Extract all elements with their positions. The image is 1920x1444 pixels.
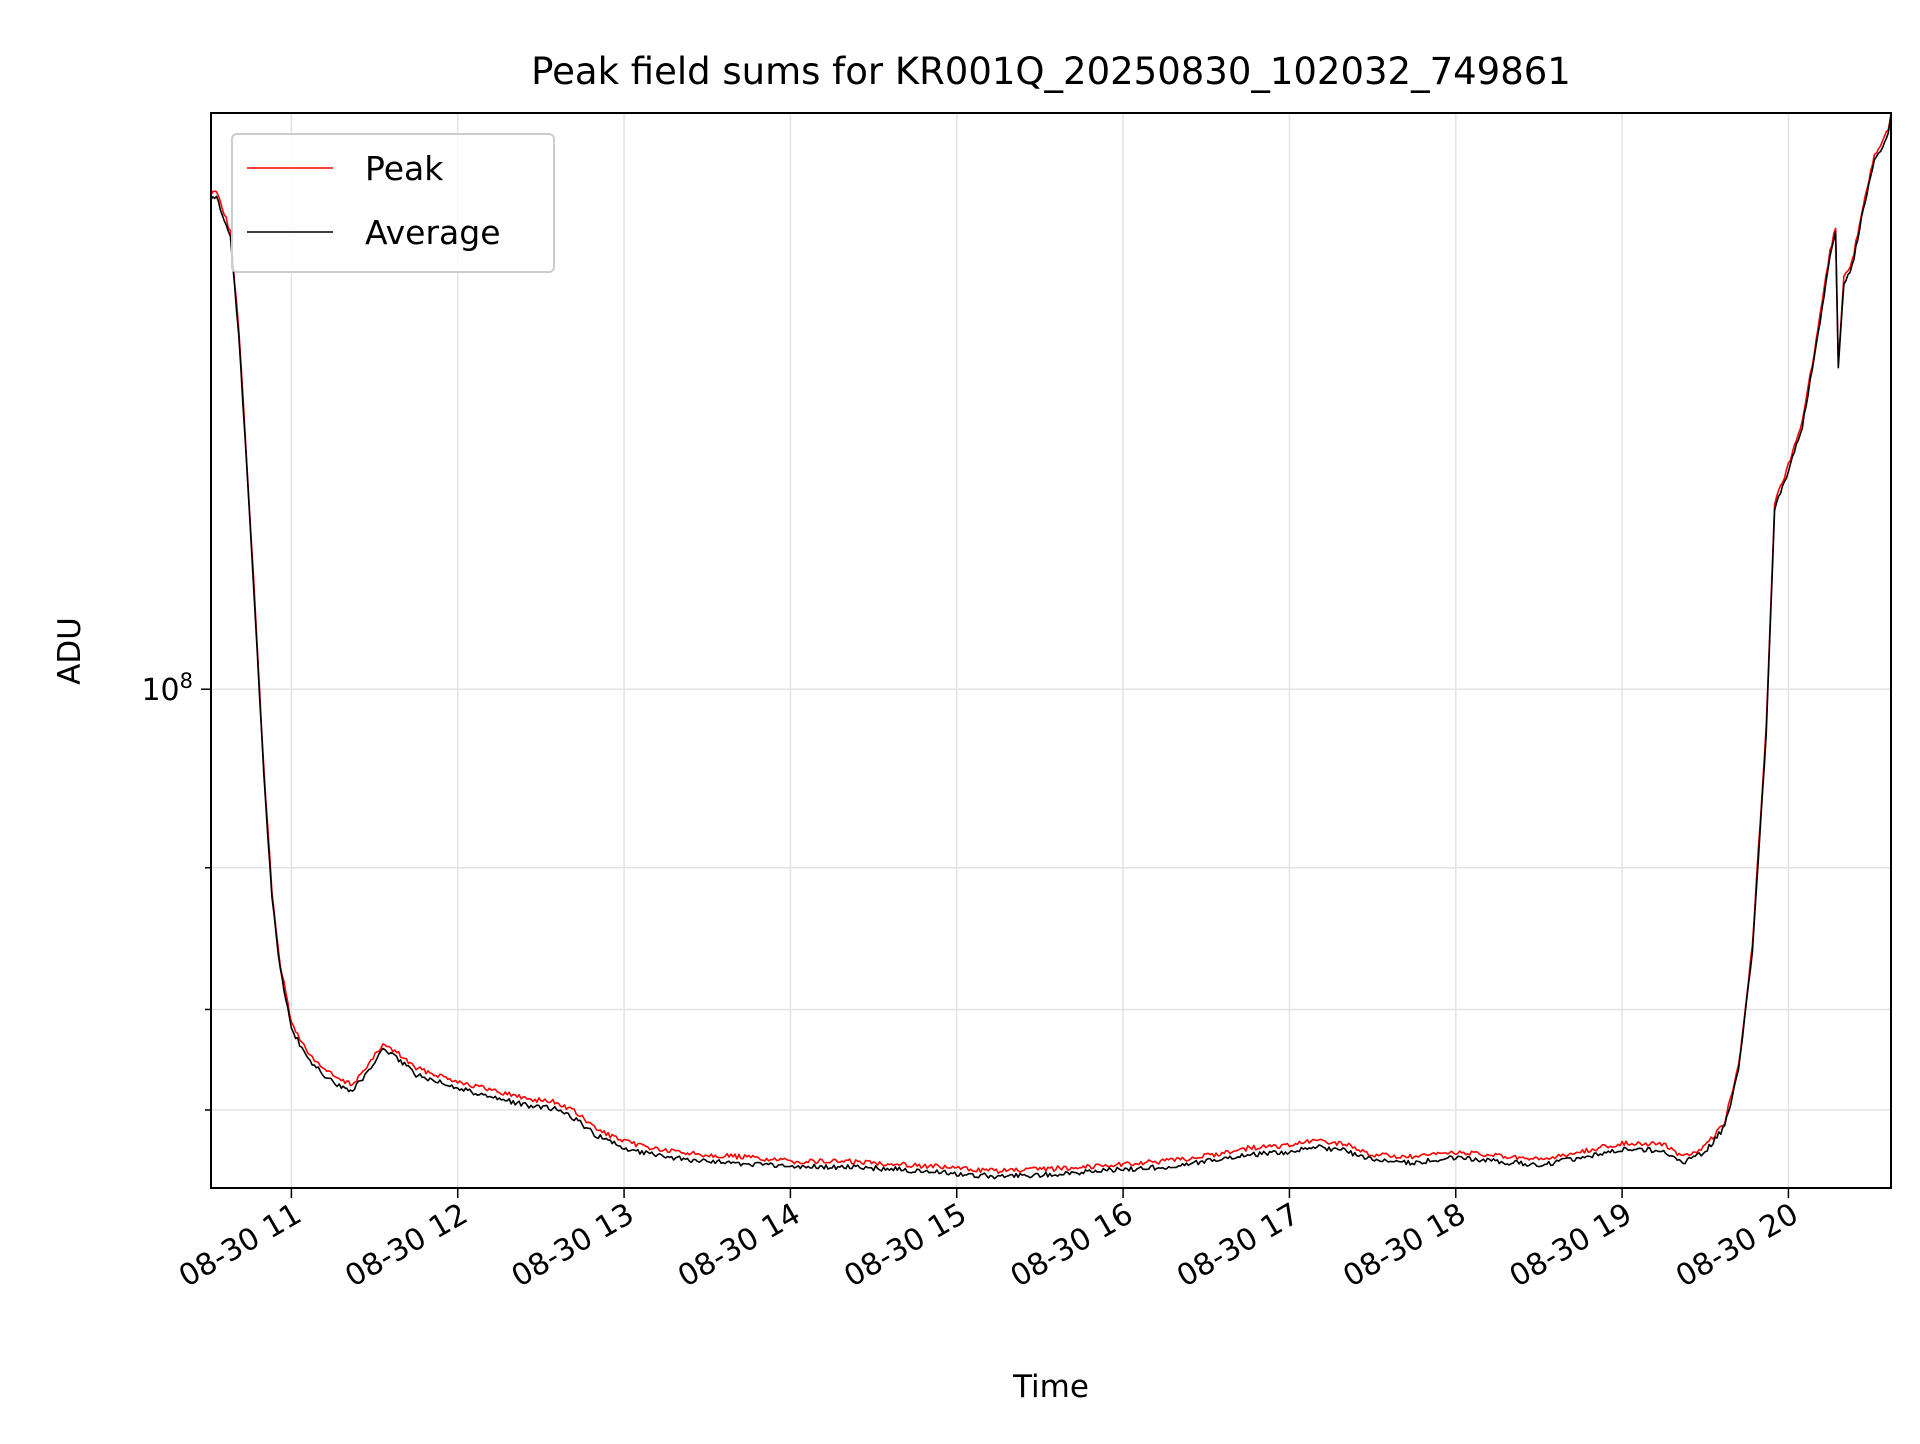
legend-label-peak: Peak <box>365 149 444 188</box>
legend-label-average: Average <box>365 213 501 252</box>
grid <box>211 113 1891 1188</box>
plot-frame <box>210 112 1892 1189</box>
legend: Peak Average <box>231 133 555 273</box>
series-line-average <box>210 116 1892 1180</box>
y-tick-label: 108 <box>141 669 193 708</box>
y-axis-title: ADU <box>52 617 88 685</box>
series-layer <box>210 112 1892 1180</box>
chart-title: Peak field sums for KR001Q_20250830_1020… <box>531 50 1571 93</box>
x-axis-title: Time <box>1012 1369 1089 1405</box>
series-line-peak <box>210 112 1892 1174</box>
